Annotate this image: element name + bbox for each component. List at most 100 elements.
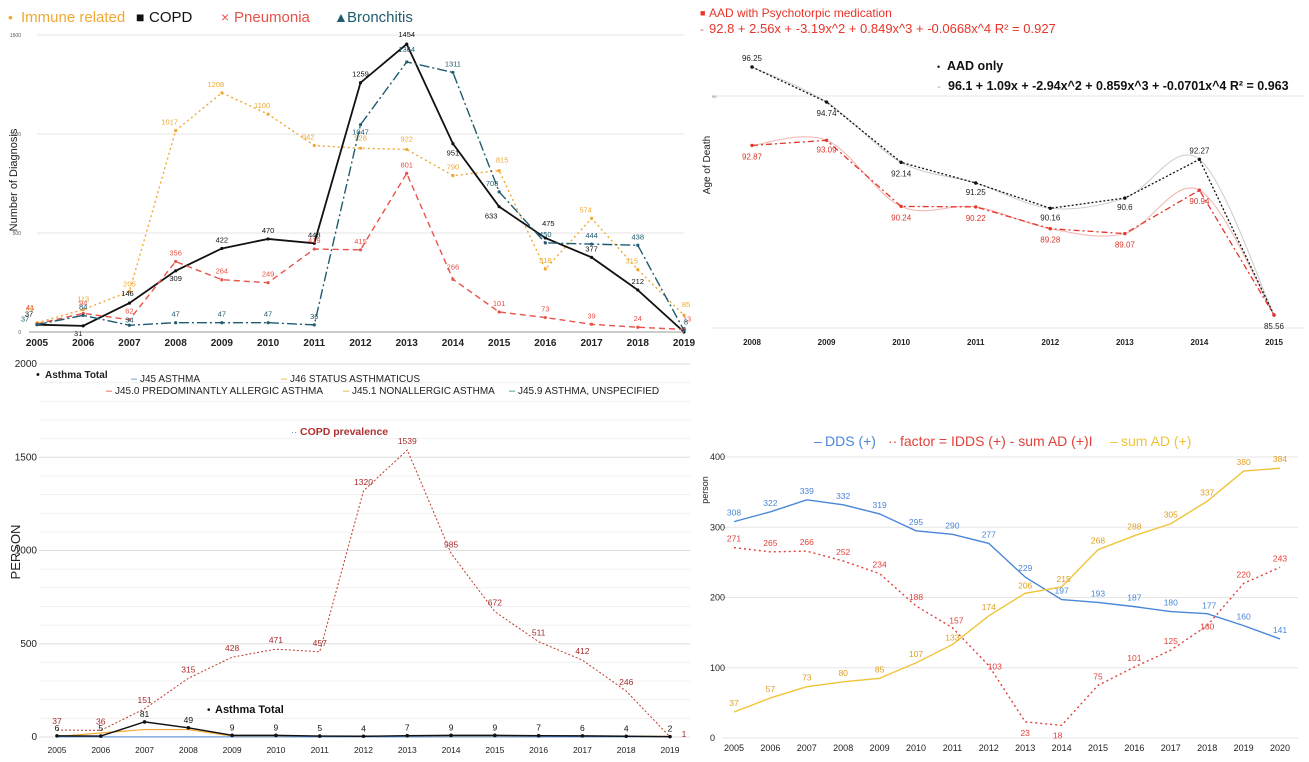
data-point xyxy=(636,325,640,329)
data-point xyxy=(682,328,686,333)
data-point xyxy=(750,143,754,148)
data-point xyxy=(974,205,978,209)
x-tick-label: 2018 xyxy=(1197,743,1217,753)
data-label: 73 xyxy=(541,305,549,314)
legend-marker: ·· xyxy=(888,433,897,449)
data-label: 5 xyxy=(98,723,103,733)
legend-marker: - xyxy=(700,22,704,36)
data-label: 1047 xyxy=(352,128,369,137)
data-point xyxy=(493,733,497,738)
data-label: 180 xyxy=(1164,598,1178,608)
y-tick-label: 100 xyxy=(710,663,725,673)
series-line-factor-idds-sum-ad-i xyxy=(733,546,1281,727)
x-tick-label: 2014 xyxy=(442,745,461,755)
data-point xyxy=(127,301,132,305)
legend-entry-copd: COPD xyxy=(149,9,193,26)
data-point xyxy=(81,313,85,317)
inline-label-asthma-total: Asthma Total xyxy=(215,704,284,716)
legend-entry-j45-9-asthma-unspecified: J45.9 ASTHMA, UNSPECIFIED xyxy=(518,386,659,397)
data-point xyxy=(220,321,224,325)
x-tick-label: 2016 xyxy=(529,745,548,755)
data-point xyxy=(497,205,501,209)
x-tick-label: 2007 xyxy=(135,745,154,755)
y-axis-label: Age of Death xyxy=(702,136,713,194)
legend-entry-pneumonia: Pneumonia xyxy=(234,9,311,26)
y-axis-label: Number of Diagnosis xyxy=(8,128,20,231)
data-label: 205 xyxy=(123,279,136,288)
data-point xyxy=(451,277,455,281)
y-tick-label: 0 xyxy=(31,732,37,743)
data-label: 243 xyxy=(1273,553,1287,563)
data-label: 84 xyxy=(79,302,87,311)
x-tick-label: 2015 xyxy=(488,338,511,349)
data-point xyxy=(1123,196,1127,200)
x-tick-label: 2017 xyxy=(580,338,603,349)
data-label: 94 xyxy=(79,298,87,307)
y-tick-label: 200 xyxy=(710,593,725,603)
data-point xyxy=(750,65,754,69)
data-label: 1017 xyxy=(161,118,178,127)
data-label: 146 xyxy=(121,289,134,298)
x-tick-label: 2014 xyxy=(1052,743,1072,753)
data-point xyxy=(266,281,270,285)
trendline-curve xyxy=(751,66,1275,316)
x-tick-label: 2019 xyxy=(673,338,696,349)
data-label: 36 xyxy=(96,716,106,726)
data-label: 157 xyxy=(949,616,963,626)
data-label: 90.22 xyxy=(966,214,987,223)
data-point xyxy=(127,323,132,327)
y-tick-label: 2000 xyxy=(15,359,38,370)
data-label: 422 xyxy=(216,235,229,244)
y-axis-label: person xyxy=(700,476,710,504)
data-label: 252 xyxy=(836,547,850,557)
series-line-copd xyxy=(36,42,685,333)
x-tick-label: 2011 xyxy=(303,338,325,349)
x-tick-label: 2006 xyxy=(72,338,95,349)
data-label: 24 xyxy=(634,314,642,323)
data-label: 177 xyxy=(1202,601,1216,611)
data-point xyxy=(358,123,363,127)
data-label: 1259 xyxy=(352,70,369,79)
x-tick-label: 2013 xyxy=(396,338,419,349)
asthma-copd-chart-panel: • Asthma Total – J45 ASTHMA – J46 STATUS ASTH… xyxy=(0,352,700,757)
x-tick-label: 2011 xyxy=(967,338,985,347)
data-point xyxy=(312,247,316,251)
x-tick-label: 2018 xyxy=(627,338,650,349)
data-point xyxy=(451,173,455,178)
y-tick-label: 300 xyxy=(710,522,725,532)
data-point xyxy=(1048,206,1052,210)
data-label: 438 xyxy=(632,232,645,241)
data-point xyxy=(55,734,59,738)
legend-marker: – xyxy=(106,385,113,397)
data-label: 91.25 xyxy=(966,188,987,197)
data-label: 470 xyxy=(262,226,275,235)
data-point xyxy=(636,268,640,272)
data-label: 160 xyxy=(1237,612,1251,622)
data-label: 234 xyxy=(873,560,887,570)
data-point xyxy=(1123,231,1127,236)
data-point xyxy=(312,143,316,148)
data-label: 633 xyxy=(485,212,498,221)
data-label: 85.56 xyxy=(1264,322,1285,331)
data-point xyxy=(174,321,178,325)
data-label: 160 xyxy=(1200,622,1214,632)
data-point xyxy=(266,237,270,241)
diagnosis-chart: • Immune related ■ COPD × Pneumonia ▲ Bronchiti… xyxy=(8,9,696,349)
x-tick-label: 2016 xyxy=(1124,743,1144,753)
dds-chart-panel: – DDS (+) ·· factor = IDDS (+) - sum AD (+)… xyxy=(700,352,1309,757)
data-label: 319 xyxy=(873,500,887,510)
y-axis-label: PERSON xyxy=(8,525,23,580)
series-line-copd-prevalence xyxy=(56,449,671,738)
data-label: 4 xyxy=(624,723,629,733)
x-tick-label: 2009 xyxy=(211,338,234,349)
data-point xyxy=(899,160,903,165)
data-point xyxy=(220,91,224,95)
x-tick-label: 2017 xyxy=(1161,743,1181,753)
data-label: 47 xyxy=(264,310,272,319)
legend-entry-j46-status-asthmaticus: J46 STATUS ASTHMATICUS xyxy=(290,374,420,385)
data-label: 428 xyxy=(225,643,239,653)
x-tick-label: 2020 xyxy=(1270,743,1290,753)
data-label: 951 xyxy=(447,149,460,158)
data-point xyxy=(358,248,363,252)
data-label: 113 xyxy=(77,295,89,304)
